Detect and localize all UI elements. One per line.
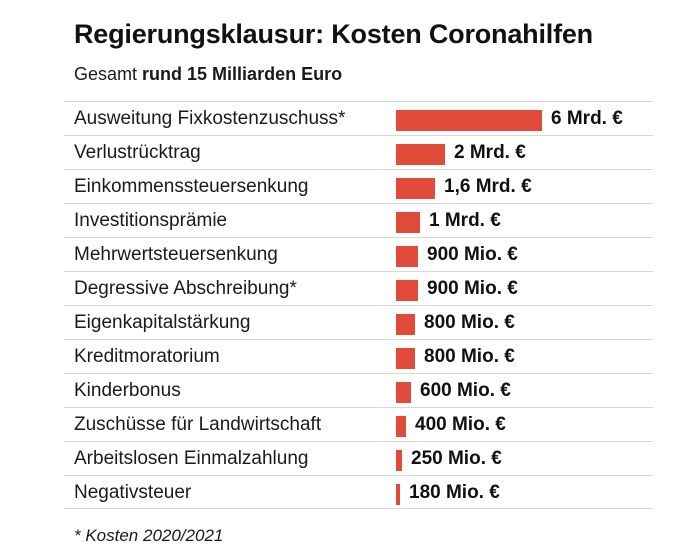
category-label: Mehrwertsteuersenkung (74, 244, 278, 265)
bar (396, 348, 415, 369)
category-label: Kreditmoratorium (74, 346, 220, 367)
bar (396, 450, 402, 471)
chart-subtitle: Gesamt rund 15 Milliarden Euro (74, 64, 342, 85)
bar-row: Negativsteuer 180 Mio. € (64, 475, 653, 509)
value-label: 600 Mio. € (420, 380, 511, 401)
bar-row: Investitionsprämie 1 Mrd. € (64, 203, 653, 237)
subtitle-prefix: Gesamt (74, 64, 138, 84)
value-label: 1,6 Mrd. € (444, 176, 532, 197)
category-label: Eigenkapitalstärkung (74, 312, 251, 333)
category-label: Ausweitung Fixkostenzuschuss* (74, 108, 346, 129)
bar (396, 212, 420, 233)
category-label: Einkommenssteuersenkung (74, 176, 309, 197)
bar-row: Verlustrücktrag 2 Mrd. € (64, 135, 653, 169)
value-label: 2 Mrd. € (454, 142, 526, 163)
value-label: 250 Mio. € (411, 448, 502, 469)
bar (396, 382, 411, 403)
category-label: Degressive Abschreibung* (74, 278, 297, 299)
bar-rows: Ausweitung Fixkostenzuschuss* 6 Mrd. € Ver… (64, 101, 653, 509)
bar (396, 416, 406, 437)
subtitle-total: rund 15 Milliarden Euro (142, 64, 343, 84)
value-label: 800 Mio. € (424, 346, 515, 367)
category-label: Negativsteuer (74, 482, 192, 503)
bar (396, 484, 400, 505)
bar (396, 178, 435, 199)
bar-row: Arbeitslosen Einmalzahlung 250 Mio. € (64, 441, 653, 475)
bar-row: Kinderbonus 600 Mio. € (64, 373, 653, 407)
value-label: 6 Mrd. € (551, 108, 623, 129)
category-label: Investitionsprämie (74, 210, 228, 231)
bar-row: Einkommenssteuersenkung 1,6 Mrd. € (64, 169, 653, 203)
value-label: 400 Mio. € (415, 414, 506, 435)
category-label: Arbeitslosen Einmalzahlung (74, 448, 309, 469)
bar-row: Zuschüsse für Landwirtschaft 400 Mio. € (64, 407, 653, 441)
category-label: Verlustrücktrag (74, 142, 201, 163)
value-label: 900 Mio. € (427, 244, 518, 265)
bar-row: Kreditmoratorium 800 Mio. € (64, 339, 653, 373)
category-label: Kinderbonus (74, 380, 181, 401)
bar-chart: Regierungsklausur: Kosten Coronahilfen G… (64, 19, 653, 545)
value-label: 800 Mio. € (424, 312, 515, 333)
bar (396, 110, 542, 131)
chart-title: Regierungsklausur: Kosten Coronahilfen (74, 19, 593, 49)
value-label: 900 Mio. € (427, 278, 518, 299)
value-label: 1 Mrd. € (429, 210, 501, 231)
bar (396, 280, 418, 301)
bar-row: Eigenkapitalstärkung 800 Mio. € (64, 305, 653, 339)
bar-row: Mehrwertsteuersenkung 900 Mio. € (64, 237, 653, 271)
category-label: Zuschüsse für Landwirtschaft (74, 414, 322, 435)
bar (396, 314, 415, 335)
bar-row: Ausweitung Fixkostenzuschuss* 6 Mrd. € (64, 101, 653, 135)
chart-footnote: * Kosten 2020/2021 (74, 526, 224, 545)
bar (396, 246, 418, 267)
value-label: 180 Mio. € (409, 482, 500, 503)
bar-row: Degressive Abschreibung* 900 Mio. € (64, 271, 653, 305)
bar (396, 144, 445, 165)
